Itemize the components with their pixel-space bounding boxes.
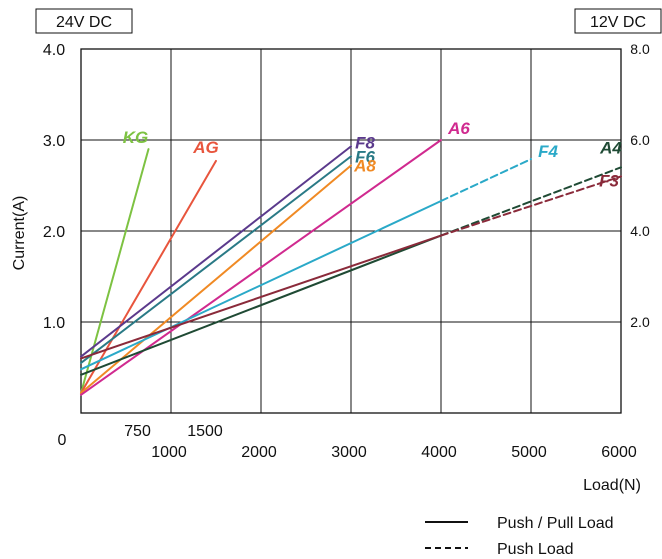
- origin-label: 0: [58, 432, 67, 449]
- y2-tick-label: 8.0: [630, 41, 650, 57]
- x-tick-label: 4000: [421, 444, 457, 461]
- x-tick-label: 5000: [511, 444, 547, 461]
- series-line-f3: [80, 234, 442, 360]
- series-line-f3: [440, 175, 622, 237]
- x-tick-label: 2000: [241, 444, 277, 461]
- right-voltage-label: 12V DC: [590, 14, 646, 31]
- series: [80, 139, 622, 396]
- left-voltage-label: 24V DC: [56, 14, 112, 31]
- grid: [80, 48, 622, 414]
- series-label-f3: F3: [599, 171, 619, 190]
- series-line-a4: [440, 166, 622, 237]
- right-voltage-box: [574, 8, 662, 34]
- series-line-f4: [440, 158, 532, 202]
- x-tick-label: 3000: [331, 444, 367, 461]
- series-line-a4: [80, 234, 442, 376]
- series-line-ag: [80, 159, 217, 394]
- series-label-ag: AG: [192, 138, 219, 157]
- y-tick-label: 2.0: [43, 224, 65, 241]
- x-axis-title: Load(N): [583, 477, 641, 494]
- series-label-a8: A8: [353, 156, 376, 175]
- y-tick-label: 1.0: [43, 315, 65, 332]
- series-line-a8: [80, 164, 352, 394]
- legend-dashed-label: Push Load: [497, 541, 574, 558]
- series-label-f8: F8: [355, 133, 375, 152]
- legend: Push / Pull Load Push Load: [425, 515, 614, 558]
- series-label-kg: KG: [123, 128, 149, 147]
- series-label-f6: F6: [355, 147, 375, 166]
- y2-tick-label: 4.0: [630, 223, 650, 239]
- legend-solid-label: Push / Pull Load: [497, 515, 614, 532]
- x-tick-label: 6000: [601, 444, 637, 461]
- y-tick-label: 4.0: [43, 42, 65, 59]
- series-line-f4: [80, 199, 442, 371]
- series-line-kg: [80, 148, 150, 394]
- y-axis-title: Current(A): [11, 196, 28, 271]
- x-tick-label: 1000: [151, 444, 187, 461]
- y2-tick-label: 6.0: [630, 132, 650, 148]
- ticks: 1000 2000 3000 4000 5000 6000 750 1500 1.0 2.0 3.0…: [43, 41, 650, 461]
- y2-tick-label: 2.0: [630, 314, 650, 330]
- left-voltage-box: [35, 8, 133, 34]
- series-label-a4: A4: [599, 138, 622, 157]
- series-label-a6: A6: [447, 119, 470, 138]
- x-tick-label-minor: 750: [124, 423, 151, 440]
- series-line-f8: [80, 145, 352, 358]
- x-tick-label-minor: 1500: [187, 423, 223, 440]
- y-tick-label: 3.0: [43, 133, 65, 150]
- series-label-f4: F4: [538, 142, 558, 161]
- series-line-f6: [80, 155, 352, 364]
